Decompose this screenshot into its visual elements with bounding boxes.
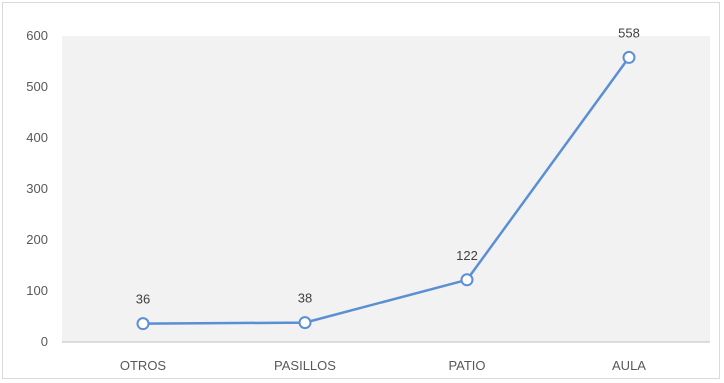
x-tick-label: PASILLOS xyxy=(274,358,336,373)
y-tick-label: 300 xyxy=(26,181,48,196)
y-tick-label: 100 xyxy=(26,283,48,298)
y-tick-label: 400 xyxy=(26,130,48,145)
x-axis-categories: OTROS PASILLOS PATIO AULA xyxy=(120,358,646,373)
data-point-marker xyxy=(298,316,312,330)
x-tick-label: OTROS xyxy=(120,358,167,373)
y-tick-label: 200 xyxy=(26,232,48,247)
y-axis-ticks: 0 100 200 300 400 500 600 xyxy=(26,28,48,349)
y-tick-label: 0 xyxy=(41,334,48,349)
y-tick-label: 500 xyxy=(26,79,48,94)
data-point-marker xyxy=(136,317,150,331)
data-labels: 36 38 122 558 xyxy=(136,25,640,306)
data-label: 38 xyxy=(298,291,312,306)
x-tick-label: PATIO xyxy=(448,358,485,373)
series-markers xyxy=(136,50,636,331)
data-label: 558 xyxy=(618,25,640,40)
y-tick-label: 600 xyxy=(26,28,48,43)
data-label: 122 xyxy=(456,248,478,263)
data-point-marker xyxy=(622,50,636,64)
x-tick-label: AULA xyxy=(612,358,646,373)
data-label: 36 xyxy=(136,292,150,307)
data-point-marker xyxy=(460,273,474,287)
plot-area xyxy=(62,36,710,342)
series-line xyxy=(142,56,631,325)
